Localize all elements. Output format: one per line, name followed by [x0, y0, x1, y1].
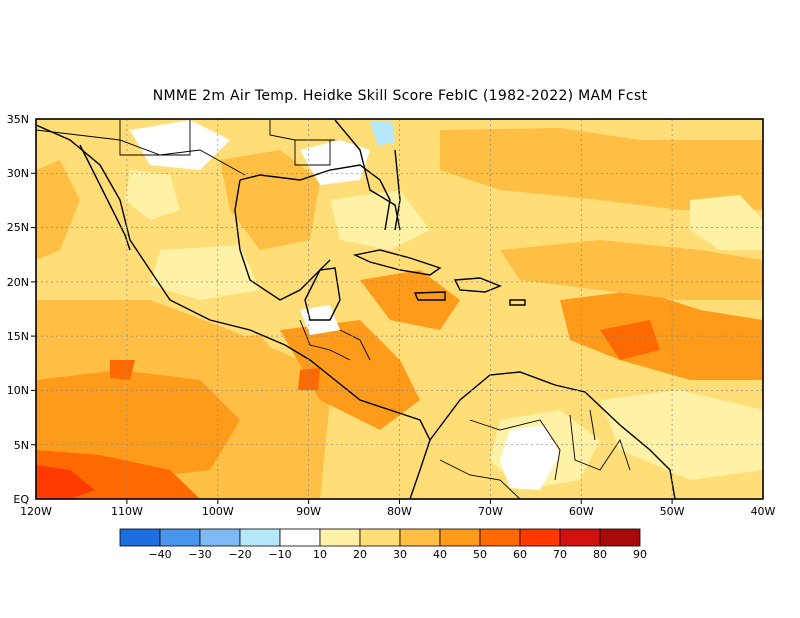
grid-lines [36, 119, 763, 499]
lon-tick-label: 110W [111, 505, 143, 518]
colorbar-label: 10 [313, 548, 327, 561]
colorbar-swatch [199, 528, 241, 547]
colorbar-label: −20 [228, 548, 251, 561]
colorbar-swatch [279, 528, 321, 547]
colorbar-swatch [119, 528, 161, 547]
colorbar-swatch [519, 528, 561, 547]
lon-tick-label: 50W [660, 505, 685, 518]
colorbar-label: −10 [268, 548, 291, 561]
colorbar-label: 20 [353, 548, 367, 561]
colorbar-label: 30 [393, 548, 407, 561]
colorbar-swatch [599, 528, 641, 547]
lat-labels: 35N 30N 25N 20N 15N 10N 5N EQ [7, 113, 30, 506]
tick-marks [31, 172, 673, 504]
lat-tick-label: 30N [7, 167, 29, 180]
lat-tick-label: 20N [7, 276, 29, 289]
lon-tick-label: 120W [20, 505, 52, 518]
colorbar: −40 −30 −20 −10 10 20 30 40 50 60 70 80 90 [119, 528, 647, 561]
lat-tick-label: 35N [7, 113, 29, 126]
borders [36, 120, 631, 499]
lon-tick-label: 40W [751, 505, 776, 518]
colorbar-swatch [399, 528, 441, 547]
colorbar-swatch [439, 528, 481, 547]
lon-tick-label: 90W [296, 505, 321, 518]
colorbar-swatch [559, 528, 601, 547]
colorbar-label: 70 [553, 548, 567, 561]
colorbar-label: 40 [433, 548, 447, 561]
colorbar-swatch [159, 528, 201, 547]
lon-tick-label: 60W [569, 505, 594, 518]
lat-tick-label: 5N [14, 439, 29, 452]
colorbar-label: 90 [633, 548, 647, 561]
lon-tick-label: 80W [387, 505, 412, 518]
colorbar-label: 80 [593, 548, 607, 561]
colorbar-label: −40 [148, 548, 171, 561]
lat-tick-label: 10N [7, 384, 29, 397]
coastlines [36, 119, 676, 499]
colorbar-label: 50 [473, 548, 487, 561]
colorbar-label: −30 [188, 548, 211, 561]
lon-labels: 120W 110W 100W 90W 80W 70W 60W 50W 40W [20, 505, 775, 518]
lon-tick-label: 100W [202, 505, 234, 518]
lat-tick-label: EQ [13, 493, 29, 506]
colorbar-swatch [319, 528, 361, 547]
map-title: NMME 2m Air Temp. Heidke Skill Score Feb… [152, 88, 648, 104]
lat-tick-label: 15N [7, 330, 29, 343]
colorbar-swatch [479, 528, 521, 547]
lon-tick-label: 70W [478, 505, 503, 518]
lat-tick-label: 25N [7, 221, 29, 234]
colorbar-swatch [239, 528, 281, 547]
field-patches [36, 120, 763, 499]
colorbar-swatch [359, 528, 401, 547]
colorbar-label: 60 [513, 548, 527, 561]
